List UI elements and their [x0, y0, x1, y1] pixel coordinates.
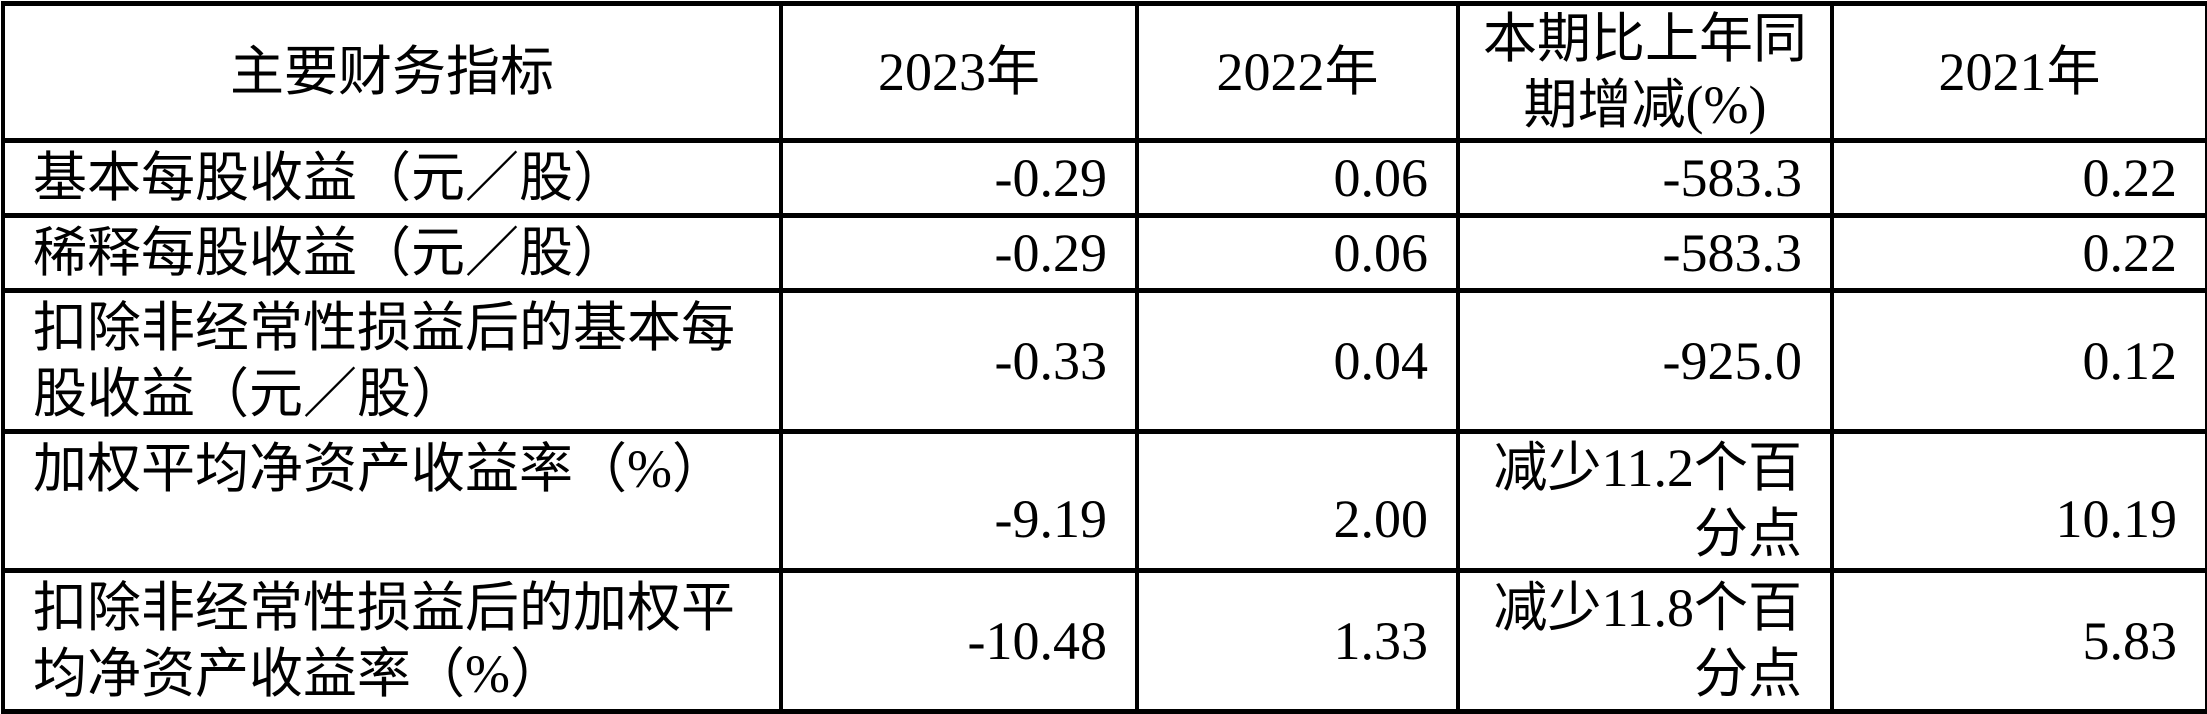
column-header-change: 本期比上年同 期增减(%): [1456, 1, 1834, 143]
value-2022: 0.06: [1135, 213, 1460, 293]
value-2023: -0.29: [779, 213, 1139, 293]
value-2023: -10.48: [779, 568, 1139, 714]
value-2023: -0.33: [779, 288, 1139, 434]
value-change: 减少11.2个百 分点: [1456, 429, 1834, 573]
value-change: -583.3: [1456, 138, 1834, 218]
value-2021: 0.22: [1830, 138, 2207, 218]
table-row: 稀释每股收益（元／股） -0.29 0.06 -583.3 0.22: [1, 213, 2207, 293]
value-2021: 0.12: [1830, 288, 2207, 434]
column-header-2021: 2021年: [1830, 1, 2207, 143]
table-row: 基本每股收益（元／股） -0.29 0.06 -583.3 0.22: [1, 138, 2207, 218]
value-2023: -0.29: [779, 138, 1139, 218]
value-2022: 2.00: [1135, 429, 1460, 573]
indicator-label: 扣除非经常性损益后的基本每 股收益（元／股）: [1, 288, 783, 434]
value-2021: 0.22: [1830, 213, 2207, 293]
indicator-label: 加权平均净资产收益率（%）: [1, 429, 783, 573]
value-2021: 5.83: [1830, 568, 2207, 714]
table-row: 加权平均净资产收益率（%） -9.19 2.00 减少11.2个百 分点 10.…: [1, 429, 2207, 573]
value-2023: -9.19: [779, 429, 1139, 573]
column-header-2022: 2022年: [1135, 1, 1460, 143]
value-change: 减少11.8个百 分点: [1456, 568, 1834, 714]
value-change: -925.0: [1456, 288, 1834, 434]
value-2022: 0.04: [1135, 288, 1460, 434]
indicator-label: 稀释每股收益（元／股）: [1, 213, 783, 293]
table-header-row: 主要财务指标 2023年 2022年 本期比上年同 期增减(%) 2021年: [1, 1, 2207, 143]
indicator-label: 扣除非经常性损益后的加权平 均净资产收益率（%）: [1, 568, 783, 714]
value-change: -583.3: [1456, 213, 1834, 293]
column-header-2023: 2023年: [779, 1, 1139, 143]
column-header-indicator: 主要财务指标: [1, 1, 783, 143]
value-2022: 0.06: [1135, 138, 1460, 218]
value-2022: 1.33: [1135, 568, 1460, 714]
value-2021: 10.19: [1830, 429, 2207, 573]
table-row: 扣除非经常性损益后的基本每 股收益（元／股） -0.33 0.04 -925.0…: [1, 288, 2207, 434]
table-row: 扣除非经常性损益后的加权平 均净资产收益率（%） -10.48 1.33 减少1…: [1, 568, 2207, 714]
indicator-label: 基本每股收益（元／股）: [1, 138, 783, 218]
